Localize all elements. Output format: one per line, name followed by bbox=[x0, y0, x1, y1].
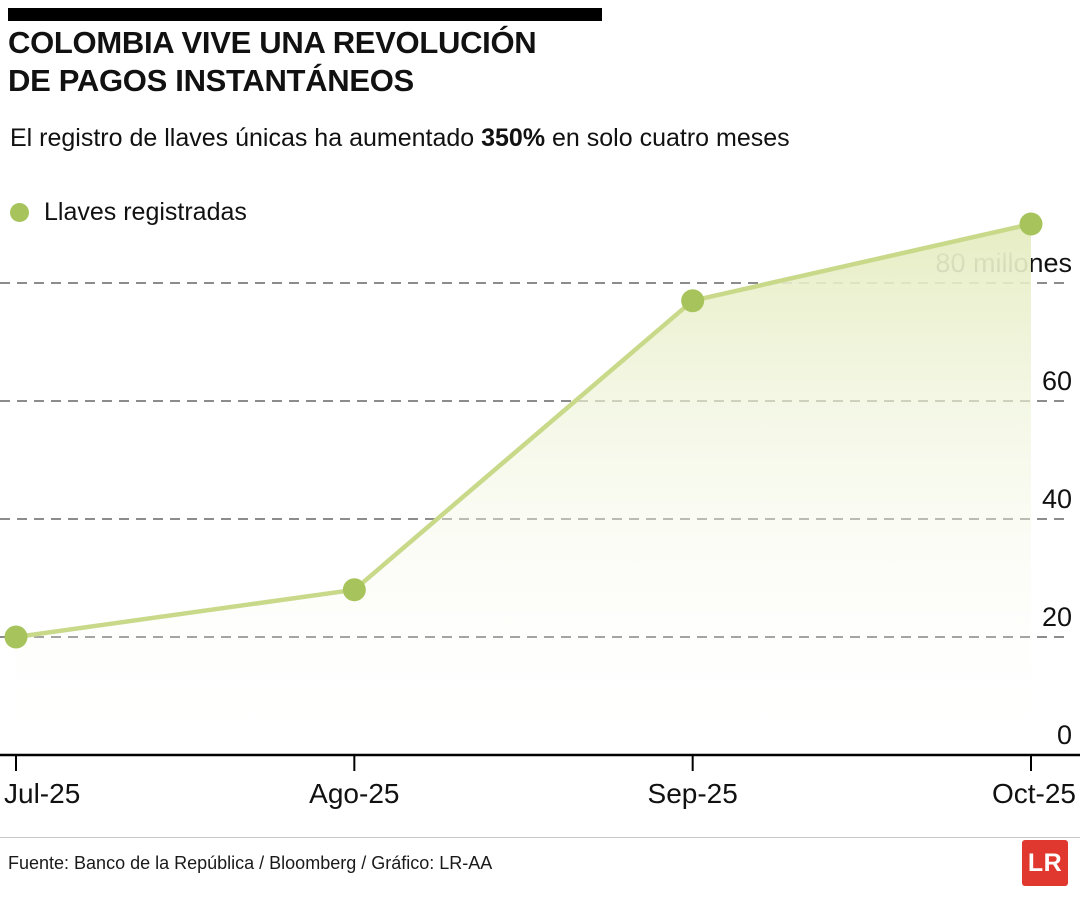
y-tick-label: 20 bbox=[1042, 602, 1072, 632]
chart-title: COLOMBIA VIVE UNA REVOLUCIÓN DE PAGOS IN… bbox=[8, 24, 537, 100]
subtitle-text: El registro de llaves únicas ha aumentad… bbox=[10, 124, 482, 152]
y-tick-label: 0 bbox=[1057, 720, 1072, 750]
subtitle-text-end: en solo cuatro meses bbox=[545, 124, 790, 152]
lr-logo: LR bbox=[1022, 840, 1068, 886]
legend: Llaves registradas bbox=[10, 198, 247, 227]
x-tick-label: Ago-25 bbox=[309, 778, 399, 809]
area-fill bbox=[16, 224, 1031, 755]
chart-subtitle: El registro de llaves únicas ha aumentad… bbox=[10, 124, 790, 153]
data-point bbox=[4, 625, 28, 649]
trend-line bbox=[15, 221, 1032, 640]
chart-title-line2: DE PAGOS INSTANTÁNEOS bbox=[8, 63, 414, 98]
line-area-chart: 020406080 millonesJul-25Ago-25Sep-25Oct-… bbox=[0, 212, 1080, 809]
data-point bbox=[1019, 212, 1043, 236]
legend-dot-icon bbox=[10, 203, 29, 222]
data-point bbox=[681, 289, 705, 313]
source-credit: Fuente: Banco de la República / Bloomber… bbox=[8, 853, 493, 873]
x-tick-label: Jul-25 bbox=[4, 778, 80, 809]
y-tick-label: 60 bbox=[1042, 366, 1072, 396]
legend-label: Llaves registradas bbox=[44, 198, 247, 226]
top-accent-bar bbox=[8, 8, 602, 21]
data-point bbox=[342, 578, 366, 602]
x-tick-label: Oct-25 bbox=[992, 778, 1076, 809]
chart-title-line1: COLOMBIA VIVE UNA REVOLUCIÓN bbox=[8, 25, 537, 60]
subtitle-highlight: 350% bbox=[481, 124, 546, 152]
x-tick-label: Sep-25 bbox=[648, 778, 738, 809]
footer-divider bbox=[0, 837, 1080, 838]
y-tick-label: 40 bbox=[1042, 484, 1072, 514]
